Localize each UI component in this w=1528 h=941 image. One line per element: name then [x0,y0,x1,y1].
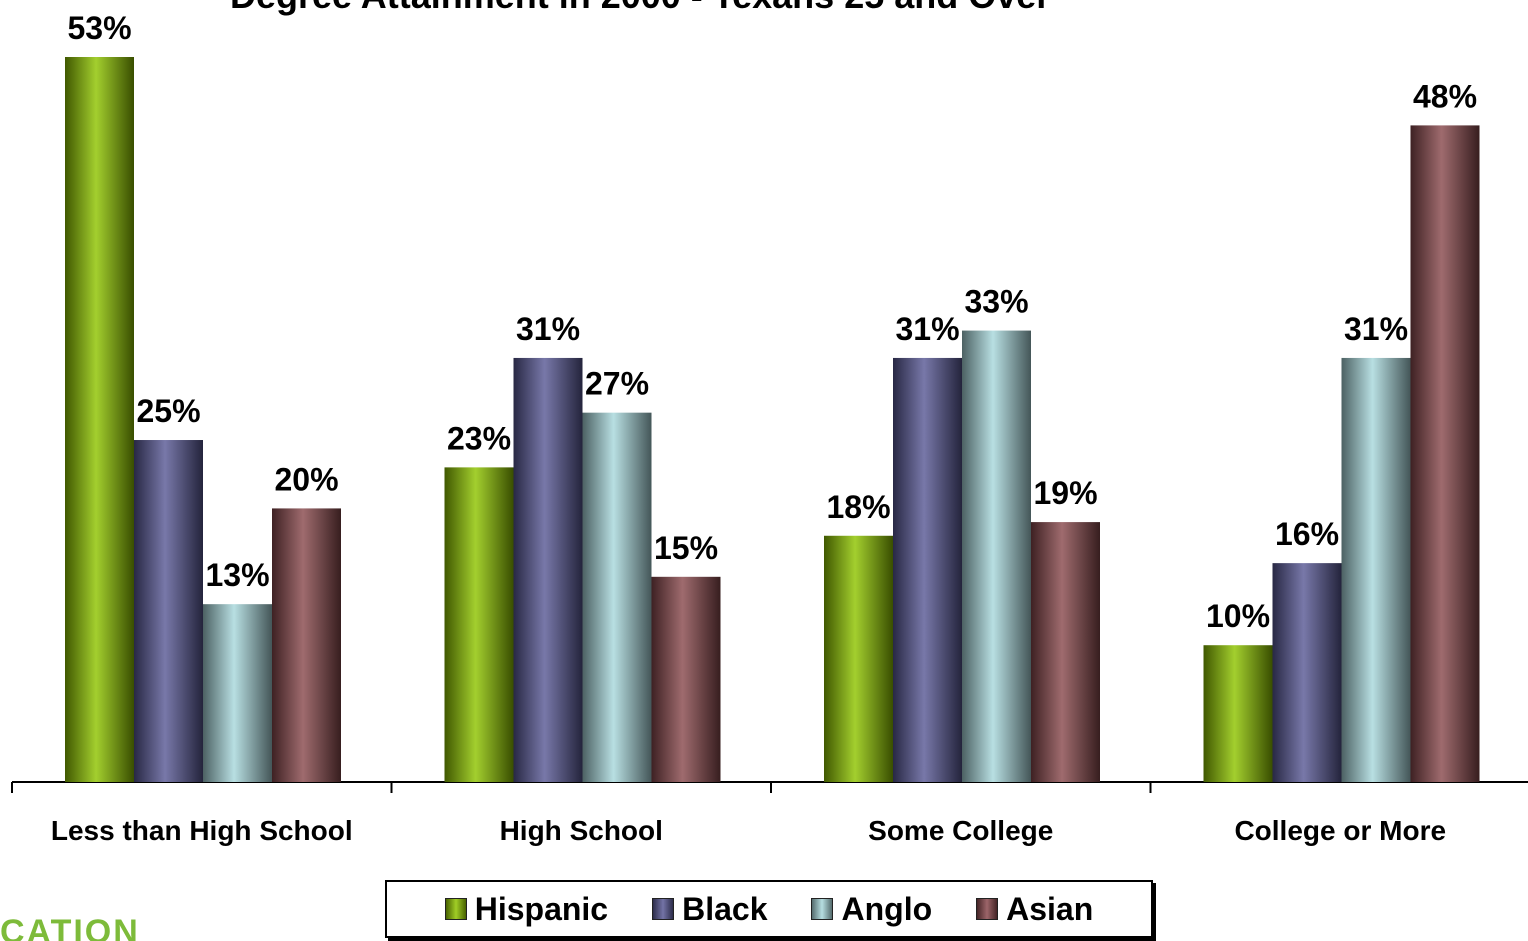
legend-item-hispanic: Hispanic [444,890,609,928]
legend-label: Hispanic [474,890,609,927]
data-label: 48% [1413,78,1477,114]
data-label: 31% [895,311,959,347]
data-label: 15% [654,530,718,566]
x-tick-label: Some College [868,815,1053,846]
data-label: 33% [964,284,1028,320]
bar-anglo [582,412,652,782]
data-label: 10% [1206,598,1270,634]
chart-title: Degree Attainment in 2000 - Texans 25 an… [230,0,1310,16]
bar-asian [1031,522,1100,782]
data-label: 18% [826,489,890,525]
data-label: 13% [205,557,269,593]
x-tick-label: College or More [1234,815,1446,846]
legend-swatch [976,898,999,920]
logo-fragment: CATION [0,913,140,941]
bar-asian [651,576,721,782]
data-label: 31% [1344,311,1408,347]
bar-black [1272,563,1342,782]
data-label: 53% [67,10,131,46]
legend-item-anglo: Anglo [811,891,932,928]
bar-anglo [1341,357,1411,782]
bar-anglo [203,604,272,782]
data-label: 19% [1033,475,1097,511]
data-label: 16% [1275,516,1339,552]
legend-swatch [444,898,467,920]
legend-label: Black [682,890,768,927]
legend-item-asian: Asian [976,891,1093,928]
bar-black [893,357,962,782]
bar-hispanic [444,467,514,782]
bar-asian [1410,125,1480,782]
bar-black [513,357,583,782]
bar-black [134,440,203,782]
legend: Hispanic Black Anglo Asian [385,880,1153,938]
bar-anglo [962,330,1031,782]
data-label: 20% [274,461,338,497]
legend-item-black: Black [652,891,767,928]
data-label: 23% [447,420,511,456]
x-tick-label: Less than High School [51,815,353,846]
legend-swatch [652,898,675,920]
bar-hispanic [824,535,893,782]
legend-label: Asian [1006,890,1094,927]
bar-hispanic [1203,645,1273,782]
legend-label: Anglo [841,890,933,927]
data-label: 27% [585,366,649,402]
x-tick-label: High School [500,815,663,846]
bar-asian [272,508,341,782]
data-label: 31% [516,311,580,347]
legend-swatch [811,898,834,920]
data-label: 25% [136,393,200,429]
bar-hispanic [65,57,134,782]
